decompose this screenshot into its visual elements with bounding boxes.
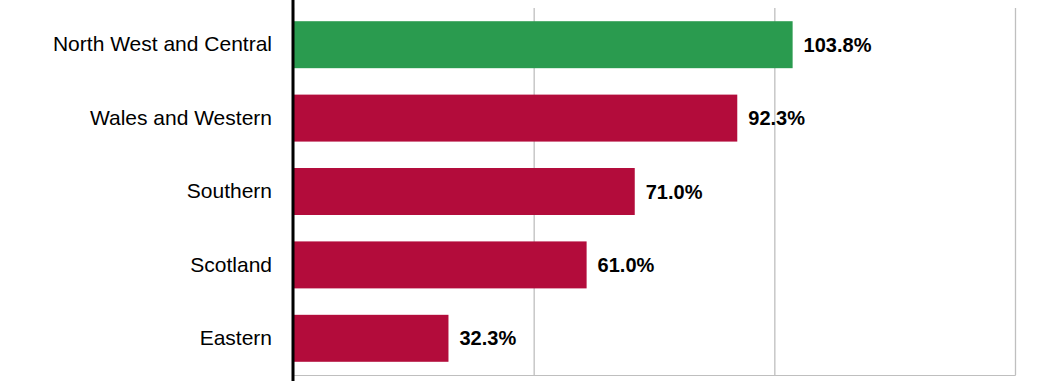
bar [293, 168, 635, 215]
data-label: 32.3% [459, 327, 516, 349]
chart: North West and Central Wales and Western S… [0, 0, 1063, 381]
bars [293, 21, 793, 362]
x-axis-line [294, 8, 1016, 376]
category-label: Southern [187, 179, 272, 202]
bar [293, 21, 793, 68]
x-tick [1015, 8, 1016, 375]
y-tick: Southern [187, 179, 293, 202]
data-label: 92.3% [748, 107, 805, 129]
data-label: 71.0% [646, 181, 703, 203]
category-label: Eastern [200, 326, 272, 349]
category-label: Scotland [190, 253, 272, 276]
y-tick: Scotland [190, 253, 293, 276]
y-tick: Eastern [200, 326, 293, 349]
bar [293, 241, 587, 288]
grid-line [1015, 8, 1016, 375]
y-axis-line [292, 0, 295, 381]
y-tick: Wales and Western [90, 106, 293, 129]
data-label: 61.0% [598, 254, 655, 276]
y-tick: North West and Central [53, 32, 293, 55]
category-label: Wales and Western [90, 106, 272, 129]
category-label: North West and Central [53, 32, 272, 55]
bar [293, 315, 448, 362]
data-label: 103.8% [804, 34, 872, 56]
bar [293, 95, 737, 142]
x-axis [294, 8, 1016, 376]
y-axis: North West and Central Wales and Western S… [53, 0, 293, 381]
data-labels: 103.8% 92.3% 71.0% 61.0% 32.3% [459, 34, 871, 350]
